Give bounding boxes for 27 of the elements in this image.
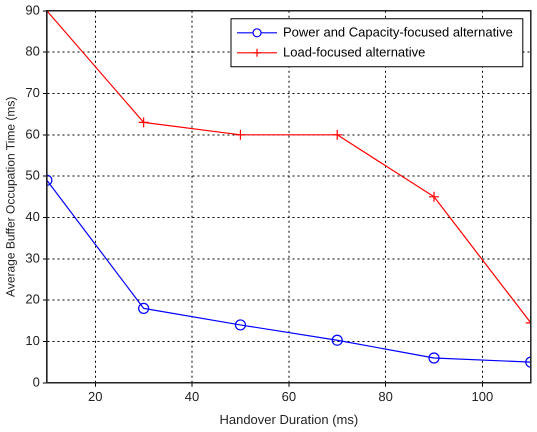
legend-label: Load-focused alternative [283,44,426,60]
y-tick-label: 30 [25,250,40,266]
x-tick-label: 80 [378,389,393,404]
y-tick-label: 50 [25,168,40,183]
y-tick-label: 20 [25,292,40,307]
y-tick-label: 70 [25,85,40,100]
point [138,302,150,314]
y-tick-label: 90 [25,2,40,18]
point [332,129,343,140]
point [332,334,343,346]
x-tick-label: 20 [88,389,102,404]
y-tick-label: 10 [25,333,40,348]
y-axis-title: Average Buffer Occupation Time (ms) [4,96,18,297]
x-axis-title: Handover Duration (ms) [219,412,358,427]
point [234,129,246,140]
legend-label: Power and Capacity-focused alternative [283,24,513,40]
point [138,116,150,128]
x-tick-label: 100 [472,389,494,404]
y-tick-label: 80 [25,44,40,59]
point [428,191,440,202]
y-tick-label: 60 [25,126,40,142]
point [234,319,246,331]
point [428,352,440,364]
y-tick-label: 40 [25,209,40,224]
x-tick-label: 40 [184,389,200,404]
x-tick-label: 60 [282,389,296,404]
y-tick-label: 0 [32,374,40,390]
